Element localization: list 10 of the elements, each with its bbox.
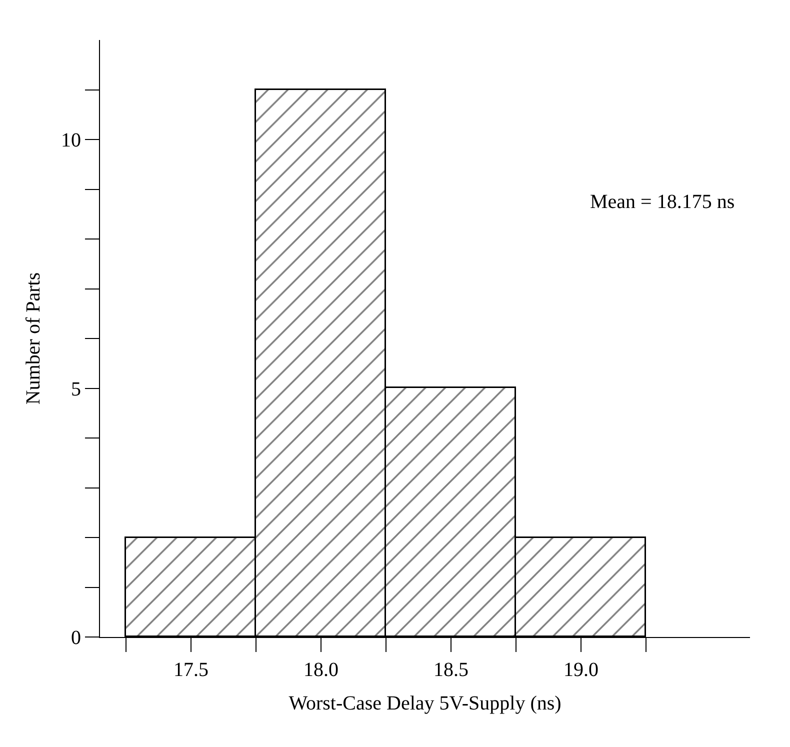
x-tick-label: 18.5 [434, 659, 468, 681]
x-tick-label: 18.0 [304, 659, 338, 681]
y-tick-label: 5 [71, 378, 81, 400]
x-tick-label: 17.5 [174, 659, 208, 681]
y-tick-label: 0 [71, 627, 81, 649]
x-tick-label: 19.0 [564, 659, 598, 681]
x-axis-title: Worst-Case Delay 5V-Supply (ns) [288, 692, 562, 714]
annotation: Mean = 18.175 ns [590, 191, 735, 213]
y-axis-title: Number of Parts [22, 272, 44, 405]
y-tick-label: 10 [61, 130, 81, 152]
